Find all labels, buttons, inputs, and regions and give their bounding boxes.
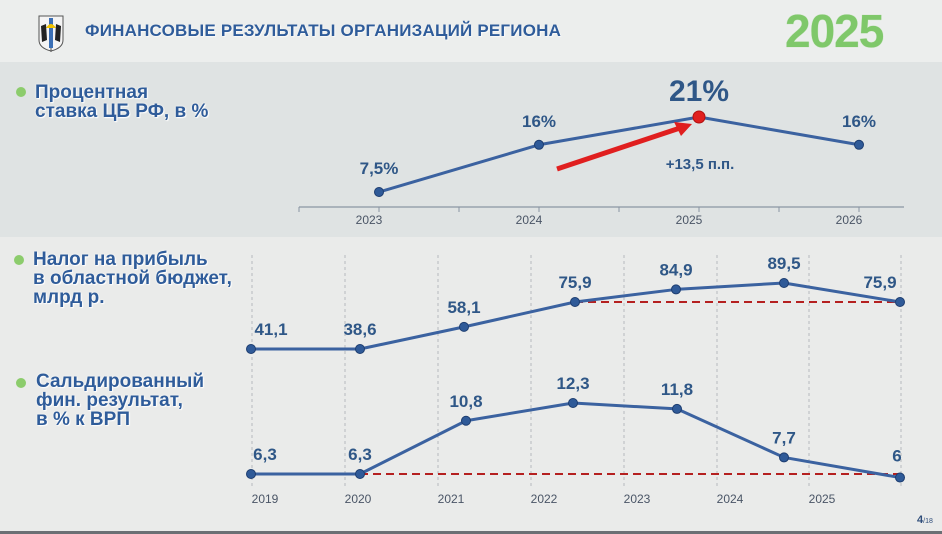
result-data-point [568,398,578,408]
rate-peak-point [692,110,706,124]
page-total: /18 [923,518,933,525]
rate-value-label: 16% [522,112,556,131]
increase-arrow-head-icon [674,122,692,136]
rate-year-tick-label: 2023 [356,213,383,227]
tax-data-point [671,284,681,295]
result-data-point [779,452,789,463]
result-value-label: 11,8 [661,380,693,399]
result-value-label: 12,3 [556,374,589,393]
rate-value-label: 7,5% [360,159,399,178]
result-year-tick-label: 2020 [345,492,372,506]
tax-data-point [459,321,469,332]
rate-year-tick-label: 2026 [836,213,863,227]
result-data-point [461,415,471,426]
header-bar [0,0,942,62]
report-year: 2025 [785,5,884,57]
rate-value-label: 16% [842,112,876,131]
rate-section-background [0,62,942,237]
result-data-point [672,403,682,414]
result-title-line: фин. результат, [36,390,183,411]
tax-data-point [895,297,905,307]
result-title-line: в % к ВРП [36,409,130,430]
tax-series-line [251,281,901,351]
page-title: ФИНАНСОВЫЕ РЕЗУЛЬТАТЫ ОРГАНИЗАЦИЙ РЕГИОН… [85,21,562,40]
rate-peak-value-label: 21% [669,75,729,108]
rate-data-point [854,139,864,150]
result-chart-title: Сальдированный фин. результат, в % к ВРП [36,372,204,429]
tax-title-line: Налог на прибыль [33,249,208,270]
result-value-label: 6 [892,447,901,466]
result-data-point [355,469,365,479]
rate-title-line: ставка ЦБ РФ, в % [35,101,209,122]
tax-value-label: 75,9 [863,273,896,292]
tax-value-label: 84,9 [659,260,692,279]
result-year-tick-label: 2023 [624,492,651,506]
tax-title-line: млрд р. [33,287,105,308]
result-year-tick-label: 2022 [531,492,558,506]
bottom-border [0,531,942,534]
rate-chart-title: Процентная ставка ЦБ РФ, в % [35,83,208,121]
rate-title-line: Процентная [35,82,149,103]
tax-data-point [570,297,580,307]
result-value-label: 6,3 [253,445,277,464]
result-title-line: Сальдированный [36,371,205,392]
rate-year-tick-label: 2024 [516,213,543,227]
increase-annotation: +13,5 п.п. [666,156,735,173]
bullet-icon [14,255,24,265]
result-value-label: 10,8 [449,392,482,411]
tax-data-point [246,344,256,354]
result-data-point [246,469,256,479]
rate-year-tick-label: 2025 [676,213,703,227]
tax-value-label: 38,6 [343,320,376,339]
result-year-tick-label: 2025 [809,492,836,506]
tax-value-label: 58,1 [447,298,480,317]
result-value-label: 6,3 [348,445,372,464]
tax-chart-title: Налог на прибыль в областной бюджет, млр… [33,250,232,307]
result-data-point [895,472,905,483]
result-series-line [251,401,901,480]
page-number: 4/18 [917,514,933,526]
rate-data-point [534,139,544,150]
rate-series-line [378,115,860,194]
tax-title-line: в областной бюджет, [33,268,232,289]
tax-value-label: 41,1 [254,320,287,339]
tax-data-point [779,278,789,288]
result-value-label: 7,7 [772,428,796,447]
bullet-icon [16,378,26,388]
result-year-tick-label: 2019 [252,492,279,506]
tax-value-label: 89,5 [767,254,800,273]
bullet-icon [16,87,26,97]
tax-value-label: 75,9 [558,273,591,292]
rate-data-point [374,187,384,197]
increase-arrow-shaft [556,125,681,172]
tax-data-point [355,344,365,354]
result-year-tick-label: 2021 [438,492,465,506]
page-current: 4 [917,514,924,526]
coat-of-arms-icon [38,15,64,52]
result-year-tick-label: 2024 [717,492,744,506]
